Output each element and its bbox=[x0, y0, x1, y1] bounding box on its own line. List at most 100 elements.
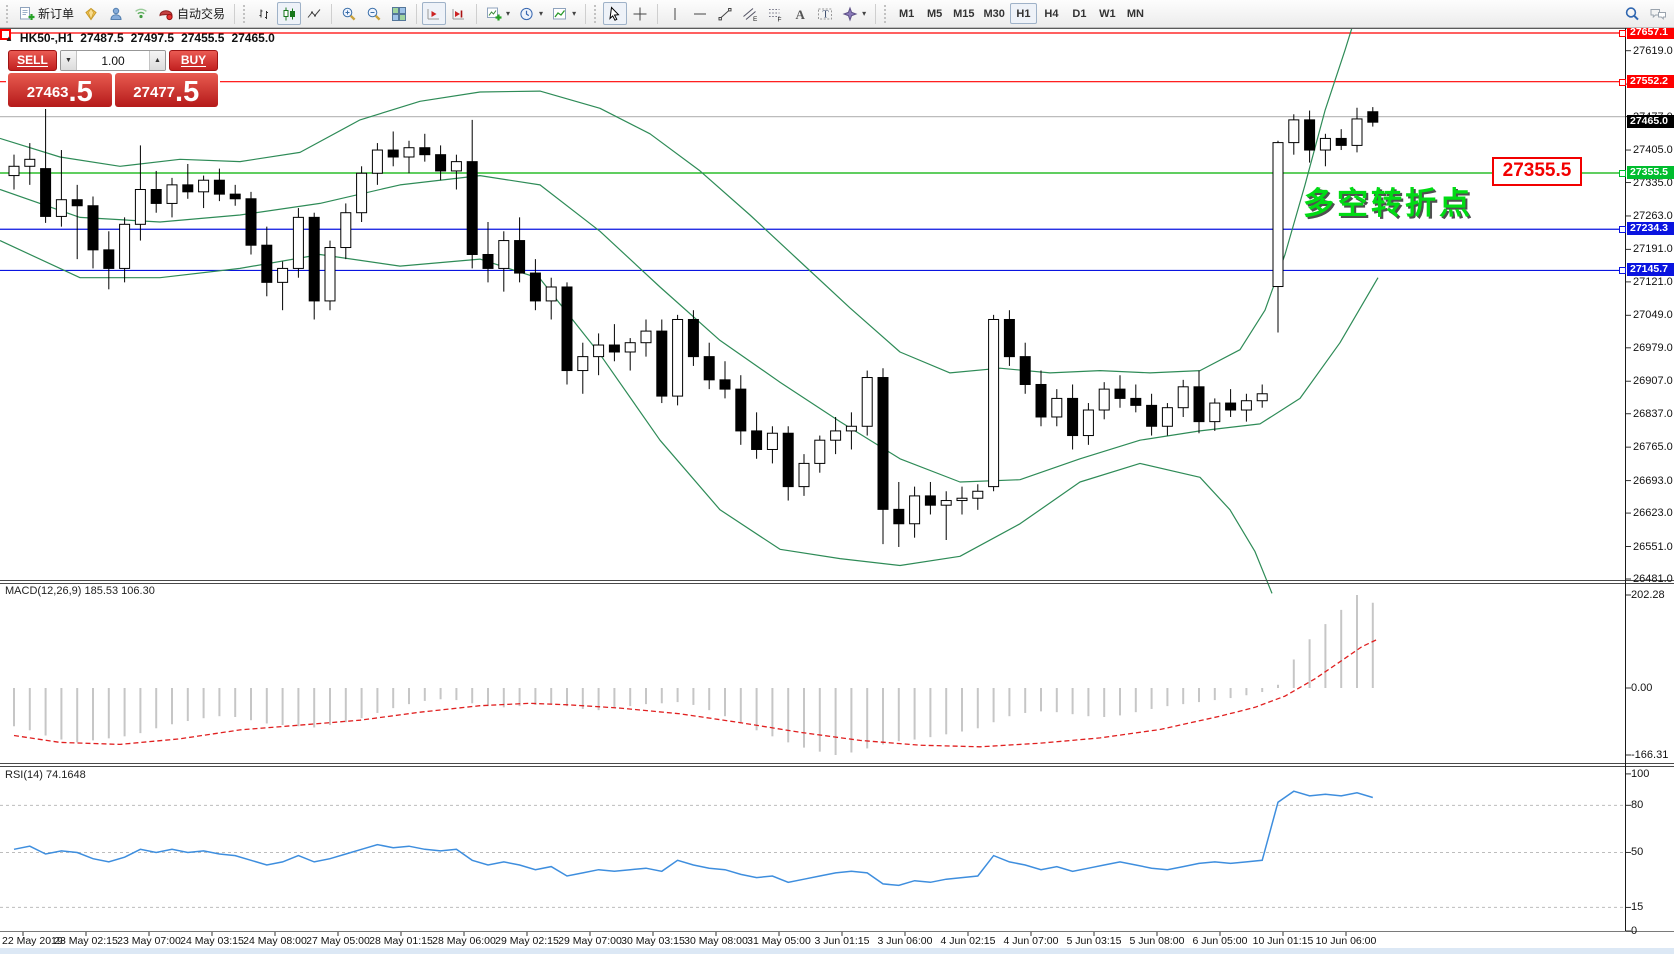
timeframe-h4[interactable]: H4 bbox=[1044, 7, 1059, 20]
vertical-line-icon bbox=[674, 7, 676, 20]
svg-text:F: F bbox=[778, 16, 782, 22]
timeframe-mn[interactable]: MN bbox=[1126, 7, 1144, 20]
profile-icon bbox=[110, 7, 122, 20]
toolbar-separator bbox=[875, 3, 877, 24]
signal-button[interactable] bbox=[129, 2, 153, 25]
shift-end-icon bbox=[452, 8, 465, 19]
auto-scroll-icon bbox=[427, 8, 440, 19]
fibonacci-button[interactable]: F bbox=[763, 2, 787, 25]
equidistant-channel-button[interactable]: E bbox=[738, 2, 762, 25]
chevron-down-icon: ▾ bbox=[862, 9, 867, 18]
shapes-icon bbox=[842, 6, 858, 21]
volume-input[interactable] bbox=[77, 51, 149, 70]
channel-icon: E bbox=[743, 7, 758, 22]
toolbar-separator bbox=[657, 3, 659, 24]
sell-price-button[interactable]: 27463.5 bbox=[8, 73, 112, 107]
zoom-out-button[interactable] bbox=[362, 2, 386, 25]
profile-button[interactable] bbox=[104, 2, 128, 25]
indicators-button[interactable]: ▾ bbox=[548, 2, 580, 25]
tile-windows-icon bbox=[392, 6, 407, 21]
buy-button-label: BUY bbox=[180, 53, 207, 67]
line-chart-button[interactable] bbox=[302, 2, 326, 25]
horizontal-line-button[interactable] bbox=[688, 2, 712, 25]
bollinger-lower bbox=[0, 240, 1273, 594]
timeframe-m1[interactable]: M1 bbox=[898, 7, 915, 20]
new-chart-button[interactable]: ▾ bbox=[482, 2, 514, 25]
vertical-line-button[interactable] bbox=[663, 2, 687, 25]
toolbar-grip bbox=[243, 4, 248, 23]
bar-chart-button[interactable] bbox=[252, 2, 276, 25]
gem-button[interactable] bbox=[79, 2, 103, 25]
new-chart-icon bbox=[487, 7, 502, 20]
timeframe-m30[interactable]: M30 bbox=[983, 7, 1005, 20]
chart-header: ▲ HK50-,H1 27487.5 27497.5 27455.5 27465… bbox=[5, 31, 275, 45]
one-click-trading-panel: SELL ▼ ▲ BUY 27463.5 27477.5 bbox=[6, 48, 220, 109]
sell-price-fraction: .5 bbox=[68, 76, 93, 108]
toolbar-separator bbox=[585, 3, 587, 24]
chevron-down-icon: ▾ bbox=[572, 9, 577, 18]
volume-increase-button[interactable]: ▲ bbox=[149, 51, 165, 70]
timeframe-w1[interactable]: W1 bbox=[1099, 7, 1116, 20]
toolbar-separator bbox=[234, 3, 236, 24]
cursor-icon bbox=[609, 5, 620, 21]
trendline-icon bbox=[718, 7, 732, 20]
auto-trading-icon bbox=[159, 9, 173, 20]
collapse-panel-icon[interactable]: ▲ bbox=[5, 33, 13, 43]
turning-point-annotation[interactable]: 多空转折点 bbox=[1303, 186, 1473, 221]
buy-price-button[interactable]: 27477.5 bbox=[114, 73, 218, 108]
timeframe-h1[interactable]: H1 bbox=[1009, 3, 1037, 24]
text-icon: A bbox=[796, 7, 806, 22]
chart-open: 27487.5 bbox=[80, 31, 124, 45]
zoom-in-icon bbox=[342, 7, 356, 20]
tile-windows-button[interactable] bbox=[387, 2, 411, 25]
sell-button-label: SELL bbox=[17, 53, 48, 67]
horizontal-line-icon bbox=[694, 13, 707, 14]
text-button[interactable]: A bbox=[788, 2, 812, 25]
timeframe-m15[interactable]: M15 bbox=[953, 7, 975, 20]
candlestick-icon bbox=[283, 7, 296, 20]
new-order-label: 新订单 bbox=[38, 7, 75, 21]
svg-text:T: T bbox=[823, 9, 829, 20]
chevron-down-icon: ▾ bbox=[506, 9, 511, 18]
hline-handle[interactable] bbox=[0, 29, 11, 40]
window-edge bbox=[0, 948, 1674, 954]
new-order-button[interactable]: 新订单 bbox=[15, 2, 78, 25]
svg-text:A: A bbox=[796, 7, 806, 22]
sell-button[interactable]: SELL bbox=[8, 50, 57, 71]
toolbar-separator bbox=[416, 3, 418, 24]
indicators-icon bbox=[553, 7, 567, 19]
line-chart-icon bbox=[307, 8, 321, 18]
volume-decrease-button[interactable]: ▼ bbox=[61, 51, 77, 70]
bollinger-upper bbox=[0, 8, 1359, 374]
toolbar-grip bbox=[6, 4, 11, 23]
trendline-button[interactable] bbox=[713, 2, 737, 25]
buy-price-main: 27477 bbox=[133, 84, 176, 101]
auto-scroll-button[interactable] bbox=[422, 2, 447, 25]
timeframe-m5[interactable]: M5 bbox=[926, 7, 943, 20]
search-button[interactable] bbox=[1620, 2, 1644, 25]
price-annotation-box[interactable]: 27355.5 bbox=[1492, 157, 1582, 186]
zoom-out-icon bbox=[367, 7, 381, 20]
svg-text:E: E bbox=[753, 16, 758, 22]
buy-price-fraction: .5 bbox=[175, 76, 200, 108]
buy-button[interactable]: BUY bbox=[169, 50, 218, 71]
macd-signal-line bbox=[13, 638, 1379, 748]
zoom-in-button[interactable] bbox=[337, 2, 361, 25]
sell-price-main: 27463 bbox=[26, 84, 69, 101]
shapes-button[interactable]: ▾ bbox=[838, 2, 870, 25]
bar-chart-icon bbox=[259, 9, 269, 19]
candlestick-button[interactable] bbox=[277, 2, 302, 25]
rsi-label: RSI(14) 74.1648 bbox=[5, 769, 86, 781]
cursor-button[interactable] bbox=[603, 2, 628, 25]
new-order-icon bbox=[20, 6, 35, 20]
crosshair-icon bbox=[633, 7, 647, 20]
chart-shift-button[interactable] bbox=[447, 2, 471, 25]
timeframe-d1[interactable]: D1 bbox=[1072, 7, 1087, 20]
crosshair-button[interactable] bbox=[628, 2, 652, 25]
chat-button[interactable] bbox=[1645, 2, 1671, 25]
rsi-line bbox=[13, 790, 1374, 887]
text-label-button[interactable]: T bbox=[813, 2, 837, 25]
period-button[interactable]: ▾ bbox=[515, 2, 547, 25]
auto-trading-button[interactable]: 自动交易 bbox=[154, 2, 229, 25]
